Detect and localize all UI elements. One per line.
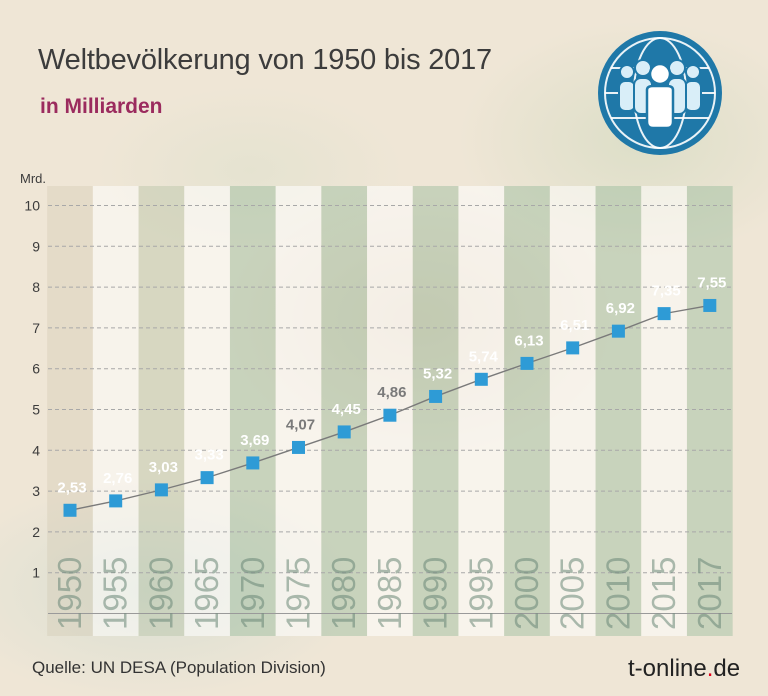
chart-subtitle: in Milliarden [40, 95, 163, 118]
x-tick-label: 1980 [325, 557, 362, 630]
year-band [47, 186, 93, 636]
y-tick-label: 7 [32, 320, 40, 336]
year-band [641, 186, 687, 636]
x-tick-label: 2005 [554, 557, 591, 630]
year-band [686, 186, 733, 636]
x-tick-label: 1965 [188, 557, 225, 630]
chart-title: Weltbevölkerung von 1950 bis 2017 [38, 44, 492, 76]
x-tick-label: 2000 [508, 557, 545, 630]
year-band [412, 186, 459, 636]
data-label: 5,74 [469, 348, 499, 365]
data-label: 3,33 [194, 447, 223, 464]
year-band [229, 186, 276, 636]
y-axis-unit-label: Mrd. [20, 171, 46, 186]
data-series: 2,53 2,76 3,03 3,33 3,69 4,07 4,45 4,86 5,32 5,74… [57, 274, 726, 517]
data-label: 6,51 [560, 317, 589, 334]
brand-dot: . [706, 655, 714, 682]
year-band [458, 186, 505, 636]
data-label: 5,32 [423, 365, 452, 382]
data-point [566, 341, 580, 355]
year-band [504, 186, 550, 636]
data-point [520, 356, 534, 370]
data-label: 4,86 [377, 384, 406, 401]
x-tick-label: 1990 [417, 557, 454, 630]
data-point [200, 471, 214, 485]
year-band [92, 186, 139, 636]
x-tick-label: 1970 [234, 557, 271, 630]
data-point [474, 372, 488, 386]
year-band [595, 186, 642, 636]
data-point [292, 440, 305, 454]
data-label: 3,69 [240, 432, 269, 449]
y-axis: 1 2 3 4 5 6 7 8 9 10 Mrd. [20, 171, 46, 581]
y-tick-label: 6 [32, 361, 40, 377]
x-tick-label: 2010 [599, 557, 636, 630]
x-tick-label: 1960 [142, 557, 179, 630]
data-point [63, 503, 77, 517]
source-note: Quelle: UN DESA (Population Division) [32, 658, 326, 677]
x-tick-label: 1985 [371, 557, 408, 630]
y-tick-label: 9 [32, 238, 40, 254]
brand-name: t-online [628, 655, 707, 682]
y-tick-label: 4 [32, 442, 40, 458]
data-label: 4,45 [332, 401, 361, 418]
y-tick-label: 1 [32, 565, 40, 581]
x-tick-label: 1995 [462, 557, 499, 630]
data-point [154, 483, 168, 497]
y-tick-label: 2 [32, 524, 40, 540]
year-band [138, 186, 185, 636]
year-band [549, 186, 596, 636]
data-point [246, 456, 260, 470]
data-label: 4,07 [286, 416, 315, 433]
population-globe-icon [598, 31, 722, 155]
data-label: 7,55 [697, 274, 726, 291]
x-tick-label: 2017 [691, 557, 728, 630]
data-label: 7,35 [651, 283, 680, 300]
x-tick-label: 1950 [51, 557, 88, 630]
data-point [337, 425, 351, 439]
brand-logo: t-online.de [628, 655, 740, 683]
data-point [429, 389, 443, 403]
year-band [321, 186, 368, 636]
year-band [275, 186, 322, 636]
data-label: 3,03 [149, 459, 178, 476]
data-label: 6,92 [606, 300, 635, 317]
data-point [383, 408, 397, 422]
x-tick-label: 1975 [280, 557, 317, 630]
data-label: 6,13 [514, 332, 543, 349]
data-label: 2,53 [57, 479, 86, 496]
brand-tld: de [713, 655, 741, 682]
x-tick-label: 1955 [97, 557, 134, 630]
y-tick-label: 3 [32, 483, 40, 499]
data-point [611, 324, 625, 338]
y-tick-label: 5 [32, 402, 40, 418]
y-tick-label: 10 [24, 198, 40, 214]
x-axis-labels: 1950 1955 1960 1965 1970 1975 1980 1985 1990 1995… [51, 557, 728, 630]
data-point [657, 307, 671, 321]
data-point [703, 298, 717, 312]
year-band [184, 186, 230, 636]
x-tick-label: 2015 [645, 557, 682, 630]
data-label: 2,76 [103, 470, 132, 487]
y-tick-label: 8 [32, 279, 40, 295]
data-point [109, 494, 123, 508]
